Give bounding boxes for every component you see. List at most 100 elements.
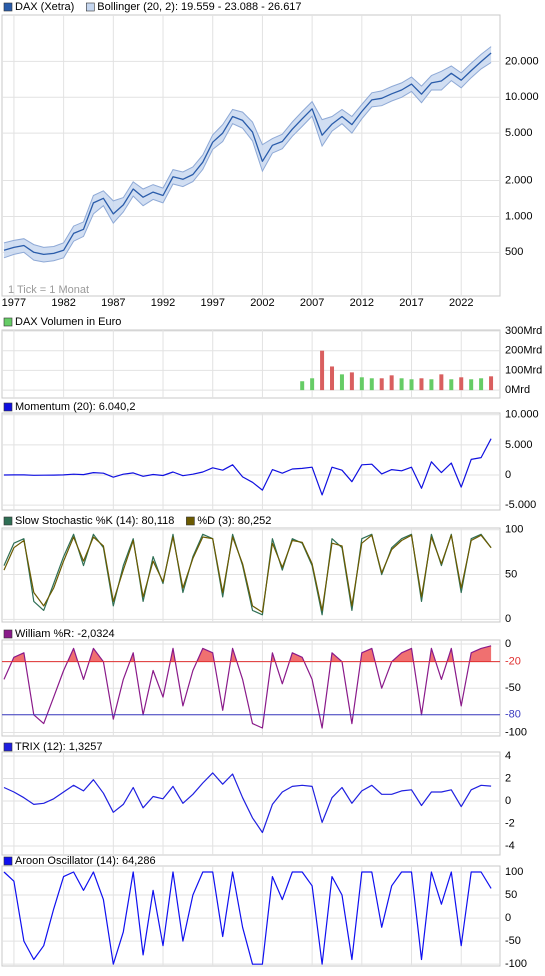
legend-swatch	[3, 856, 13, 866]
y-tick-label: -80	[505, 709, 521, 721]
y-tick-label: 0	[505, 912, 511, 924]
volume-bar	[489, 376, 494, 391]
x-tick-label: 2022	[449, 297, 473, 309]
y-tick-label: -100	[505, 726, 527, 738]
x-tick-label: 1977	[2, 297, 26, 309]
y-tick-label: 10.000	[505, 91, 539, 103]
panel-frame	[1, 865, 501, 967]
y-tick-label: 10.000	[505, 409, 539, 421]
y-tick-label: 200Mrd	[505, 345, 542, 357]
series-line	[3, 438, 492, 496]
y-tick-label: -20	[505, 656, 521, 668]
volume-bar	[330, 366, 335, 391]
x-tick-label: 1987	[101, 297, 125, 309]
legend-swatch	[3, 742, 13, 752]
y-tick-label: 5.000	[505, 439, 533, 451]
legend-swatch	[85, 2, 95, 12]
volume-bar	[339, 374, 344, 391]
band-upper	[3, 46, 492, 248]
volume-bar	[409, 379, 414, 391]
volume-bar	[300, 381, 305, 391]
volume-bar	[379, 378, 384, 391]
y-tick-label: 500	[505, 246, 523, 258]
y-tick-label: 0	[505, 613, 511, 625]
legend-swatch	[3, 317, 13, 327]
y-tick-label: -50	[505, 935, 521, 947]
volume-bar	[320, 350, 325, 391]
y-tick-label: 0	[505, 469, 511, 481]
series-line	[3, 772, 492, 834]
plot	[3, 772, 492, 834]
legend-label: Momentum (20): 6.040,2	[15, 401, 135, 413]
legend-label: Aroon Oscillator (14): 64,286	[15, 855, 156, 867]
volume-bar	[389, 375, 394, 391]
x-tick-label: 2007	[300, 297, 324, 309]
volume-bar	[439, 374, 444, 391]
y-tick-label: 2	[505, 772, 511, 784]
y-tick-label: 100	[505, 866, 523, 878]
volume-bar	[429, 379, 434, 391]
volume-bar	[479, 378, 484, 391]
legend-label: William %R: -2,0324	[15, 628, 115, 640]
y-tick-label: -5.000	[505, 499, 536, 511]
panel-frame	[1, 751, 501, 856]
series-line	[3, 645, 492, 729]
y-tick-label: 300Mrd	[505, 325, 542, 337]
series-line	[3, 534, 492, 613]
legend-label: TRIX (12): 1,3257	[15, 741, 102, 753]
y-tick-label: 5.000	[505, 127, 533, 139]
y-tick-label: 100	[505, 524, 523, 536]
y-tick-label: 4	[505, 750, 511, 762]
series-line	[3, 52, 492, 256]
annotation: 1 Tick = 1 Monat	[8, 284, 89, 296]
plot	[3, 645, 492, 729]
volume-bar	[449, 379, 454, 391]
y-tick-label: 0	[505, 638, 511, 650]
panel-frame	[1, 329, 501, 399]
volume-bar	[419, 378, 424, 391]
plot	[3, 46, 492, 263]
series-line	[3, 871, 492, 965]
y-tick-label: -4	[505, 840, 515, 852]
volume-bar	[310, 378, 315, 391]
legend-label: DAX Volumen in Euro	[15, 316, 121, 328]
y-tick-label: -2	[505, 817, 515, 829]
panel-frame	[1, 412, 501, 511]
plot	[3, 871, 492, 965]
legend-label: %D (3): 80,252	[197, 515, 271, 527]
x-tick-label: 1982	[51, 297, 75, 309]
x-tick-label: 2002	[250, 297, 274, 309]
y-tick-label: 1.000	[505, 210, 533, 222]
y-tick-label: -100	[505, 958, 527, 970]
volume-bar	[469, 379, 474, 391]
legend-label: DAX (Xetra)	[15, 1, 74, 13]
volume-bar	[359, 377, 364, 391]
y-tick-label: 20.000	[505, 55, 539, 67]
legend-swatch	[3, 629, 13, 639]
legend-swatch	[3, 516, 13, 526]
y-tick-label: 100Mrd	[505, 364, 542, 376]
volume-bar	[399, 378, 404, 391]
volume-bar	[459, 377, 464, 391]
x-tick-label: 2012	[350, 297, 374, 309]
plot	[300, 350, 494, 391]
panel-frame	[1, 14, 501, 297]
plot	[3, 533, 492, 616]
volume-bar	[369, 378, 374, 391]
plot	[3, 438, 492, 496]
y-tick-label: 0Mrd	[505, 384, 530, 396]
series-line	[3, 533, 492, 616]
x-tick-label: 1992	[151, 297, 175, 309]
band-fill	[4, 46, 492, 262]
legend-swatch	[3, 2, 13, 12]
legend-swatch	[3, 402, 13, 412]
x-tick-label: 2017	[399, 297, 423, 309]
band-lower	[3, 62, 492, 263]
y-tick-label: 50	[505, 889, 517, 901]
legend-swatch	[186, 516, 195, 526]
y-tick-label: 0	[505, 795, 511, 807]
legend-label: Bollinger (20, 2): 19.559 - 23.088 - 26.…	[97, 1, 301, 13]
y-tick-label: 50	[505, 568, 517, 580]
